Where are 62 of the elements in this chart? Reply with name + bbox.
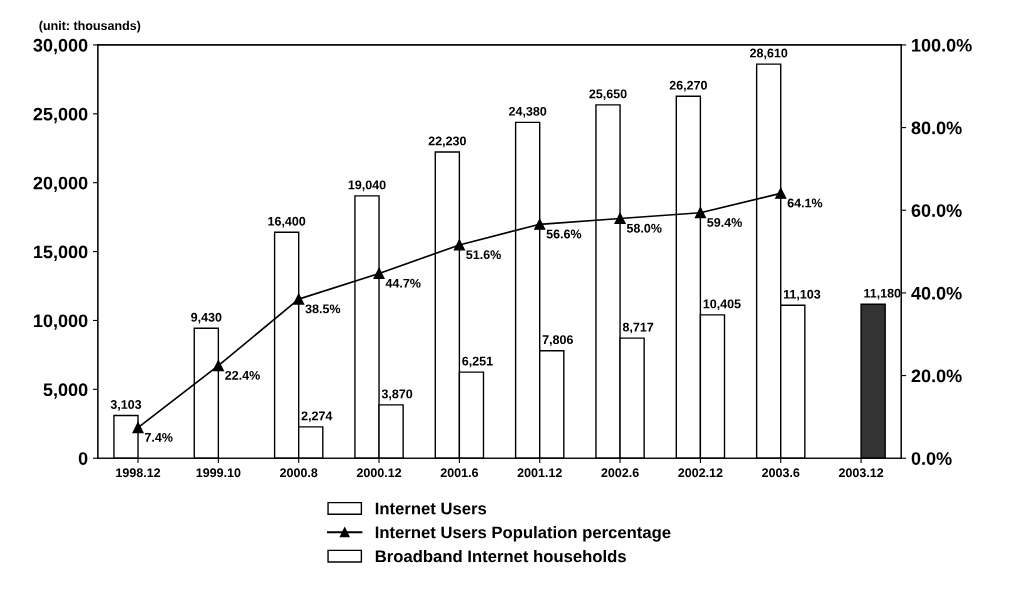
data-label: 22,230	[428, 136, 466, 148]
data-label: 58.0%	[626, 223, 662, 233]
data-label: 3,103	[110, 400, 142, 411]
point	[534, 218, 546, 230]
data-label: 6,251	[462, 356, 493, 368]
data-label: 22.4%	[225, 370, 260, 380]
x-tick-label: 2001.6	[440, 468, 479, 478]
x-tick-label: 1999.10	[196, 468, 241, 478]
data-label: 16,400	[268, 216, 306, 228]
x-tick-label: 2001.12	[517, 468, 562, 478]
data-label: 44.7%	[385, 278, 421, 288]
legend-label: Internet Users Population percentage	[375, 526, 671, 542]
data-label: 9,430	[191, 312, 222, 324]
y-tick-label: 25,000	[33, 107, 88, 124]
data-label: 11,103	[783, 289, 821, 301]
x-tick-label: 2000.8	[280, 468, 318, 478]
y2-tick-label: 20.0%	[911, 369, 962, 383]
data-label: 19,040	[348, 180, 386, 192]
y-axis-title: (unit: thousands)	[39, 20, 141, 33]
y-tick-label: 20,000	[33, 176, 88, 193]
data-label: 59.4%	[707, 218, 742, 227]
y-tick-label: 5,000	[43, 383, 88, 399]
y-tick-label: 0	[78, 452, 88, 465]
data-label: 7.4%	[144, 432, 173, 442]
data-label: 8,717	[622, 322, 654, 334]
x-tick-label: 2002.12	[678, 468, 723, 478]
y2-tick-label: 40.0%	[911, 286, 962, 300]
x-tick-label: 2002.6	[601, 468, 639, 478]
point	[453, 239, 465, 251]
point	[212, 360, 224, 372]
x-tick-label: 2000.12	[356, 468, 402, 478]
point	[775, 187, 787, 199]
data-label: 26,270	[669, 80, 707, 92]
x-tick-label: 1998.12	[116, 468, 161, 478]
y-tick-label: 15,000	[34, 245, 88, 261]
point	[373, 267, 385, 280]
y2-tick-label: 60.0%	[911, 204, 962, 217]
point	[293, 293, 305, 305]
data-label: 51.6%	[466, 250, 501, 260]
data-label: 25,650	[589, 89, 627, 101]
data-label: 10,405	[703, 299, 741, 311]
data-label: 38.5%	[305, 304, 341, 314]
data-label: 3,870	[381, 389, 413, 401]
y2-tick-label: 0.0%	[911, 452, 952, 465]
x-tick-label: 2003.12	[838, 468, 884, 478]
point	[132, 422, 144, 434]
data-label: 24,380	[508, 106, 547, 118]
legend-label: Internet Users	[375, 502, 487, 515]
y-tick-label: 30,000	[33, 38, 88, 55]
point	[614, 212, 626, 225]
data-label: 11,180	[864, 288, 901, 300]
data-label: 64.1%	[787, 198, 823, 208]
y2-tick-label: 100.0%	[912, 38, 972, 52]
legend-label: Broadband Internet households	[375, 549, 626, 563]
data-label: 28,610	[750, 48, 788, 60]
data-label: 56.6%	[546, 229, 582, 239]
data-label: 2,274	[301, 411, 333, 423]
point	[694, 207, 706, 219]
data-label: 7,806	[542, 335, 573, 346]
x-tick-label: 2003.6	[762, 468, 800, 478]
y2-tick-label: 80.0%	[911, 121, 962, 135]
y-tick-label: 10,000	[34, 314, 88, 330]
